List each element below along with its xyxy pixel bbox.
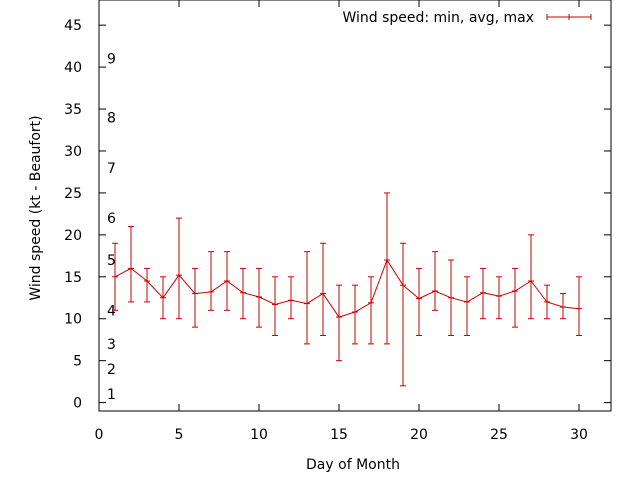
- y-tick-label: 35: [64, 102, 82, 118]
- x-tick-label: 30: [570, 427, 588, 443]
- y-tick-label: 15: [64, 270, 82, 286]
- y-tick-label: 0: [73, 396, 82, 412]
- beaufort-label: 2: [107, 362, 116, 378]
- x-tick-label: 0: [95, 427, 104, 443]
- x-axis: 0 5 10 15 20 25 30: [95, 0, 588, 443]
- y-axis-label: Wind speed (kt - Beaufort): [28, 115, 44, 300]
- legend-label: Wind speed: min, avg, max: [342, 10, 534, 26]
- legend: Wind speed: min, avg, max: [342, 10, 592, 26]
- beaufort-label: 7: [107, 161, 116, 177]
- x-tick-label: 5: [175, 427, 184, 443]
- beaufort-label: 6: [107, 211, 116, 227]
- y-tick-label: 45: [64, 18, 82, 34]
- y-tick-label: 10: [64, 312, 82, 328]
- beaufort-label: 4: [107, 303, 116, 319]
- x-tick-label: 20: [410, 427, 428, 443]
- beaufort-label: 3: [107, 337, 116, 353]
- beaufort-scale-labels: 1 2 3 4 5 6 7 8 9: [107, 52, 116, 404]
- plot-frame: [98, 0, 612, 412]
- average-line: [114, 258, 580, 318]
- beaufort-label: 5: [107, 253, 116, 269]
- wind-speed-series: [112, 192, 582, 387]
- y-tick-label: 25: [64, 186, 82, 202]
- y-tick-label: 30: [64, 144, 82, 160]
- beaufort-label: 8: [107, 110, 116, 126]
- x-tick-label: 10: [250, 427, 268, 443]
- x-tick-label: 25: [490, 427, 508, 443]
- x-tick-label: 15: [330, 427, 348, 443]
- y-tick-label: 20: [64, 228, 82, 244]
- legend-symbol: [546, 14, 592, 20]
- beaufort-label: 9: [107, 52, 116, 68]
- x-axis-label: Day of Month: [306, 457, 400, 473]
- y-tick-label: 5: [73, 354, 82, 370]
- y-tick-label: 40: [64, 60, 82, 76]
- beaufort-label: 1: [107, 387, 116, 403]
